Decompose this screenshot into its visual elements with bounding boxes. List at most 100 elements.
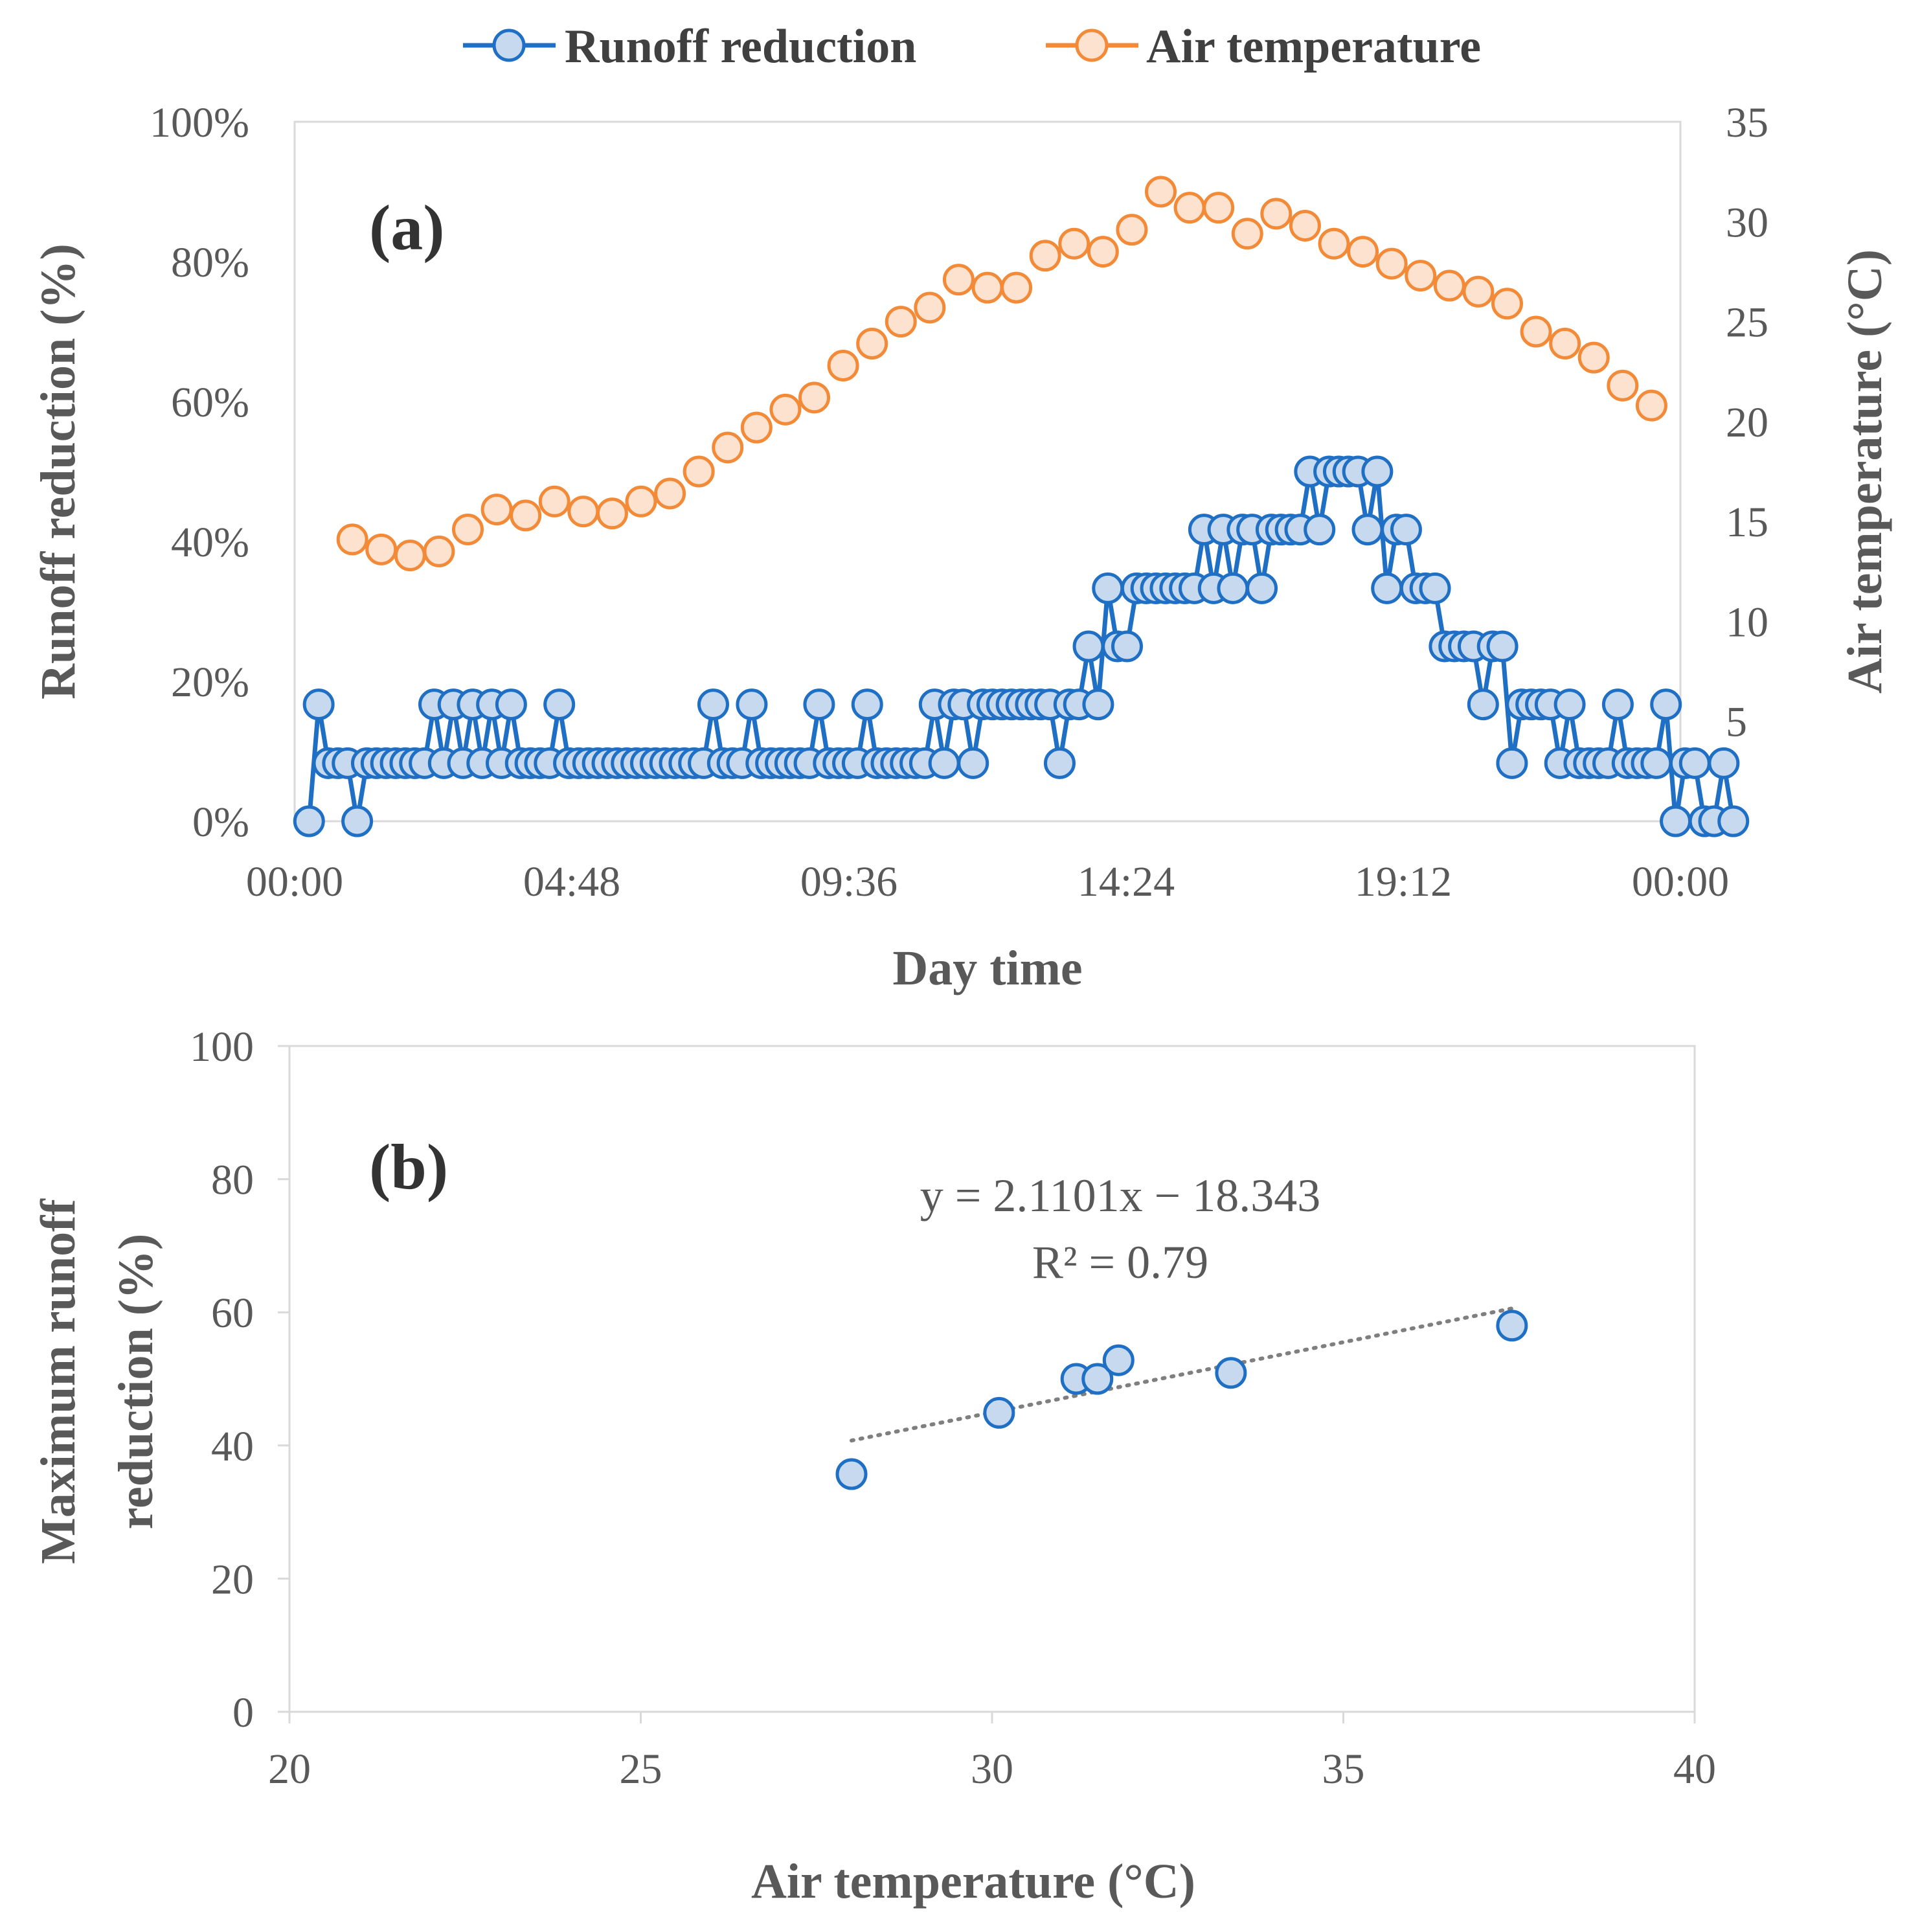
panel-b-label: (b) — [369, 1131, 448, 1203]
panel-a-y-tick-label: 40% — [171, 519, 249, 566]
runoff-point — [1217, 572, 1249, 604]
air-temperature-point — [625, 485, 657, 517]
runoff-point — [1304, 514, 1336, 546]
runoff-point — [1553, 688, 1586, 721]
panel-b-y-tick-label: 80 — [211, 1157, 254, 1204]
air-temperature-point — [336, 523, 368, 556]
panel-b-x-title: Air temperature (°C) — [751, 1854, 1195, 1909]
air-temperature-point — [827, 349, 859, 381]
panel-a-y2-tick-label: 15 — [1726, 499, 1768, 546]
air-temperature-point — [480, 494, 513, 526]
air-temperature-point — [596, 497, 628, 530]
air-temperature-point — [1635, 389, 1667, 422]
air-temperature-point — [1260, 198, 1293, 230]
air-temperature-point — [856, 328, 888, 360]
air-temperature-point — [423, 535, 455, 567]
panel-a-y-tick-label: 60% — [171, 379, 249, 426]
runoff-point — [851, 688, 883, 721]
runoff-point — [1601, 688, 1634, 721]
trendline-r-squared: R² = 0.79 — [1032, 1236, 1208, 1288]
trendline-equation: y = 2.1101x − 18.343 — [920, 1170, 1321, 1222]
legend-runoff-marker — [492, 28, 526, 62]
panel-a-y-tick-label: 20% — [171, 659, 249, 706]
legend-runoff-label: Runoff reduction — [565, 20, 916, 73]
panel-a-x-tick-label: 19:12 — [1355, 858, 1452, 905]
panel-a-x-tick-label: 00:00 — [246, 858, 343, 905]
air-temperature-point — [452, 513, 484, 545]
scatter-point — [1102, 1344, 1135, 1376]
panel-b-y-tick-label: 0 — [232, 1689, 254, 1736]
runoff-point — [928, 747, 960, 779]
air-temperature-point — [654, 477, 686, 510]
runoff-point — [803, 688, 835, 721]
panel-b-y-tick-label: 40 — [211, 1423, 254, 1470]
runoff-point — [736, 688, 768, 721]
air-temperature-point — [1116, 214, 1148, 246]
panel-b-y-title-line1: Maximum runoff — [31, 1198, 85, 1564]
runoff-point — [1111, 630, 1143, 663]
air-temperature-point — [394, 540, 426, 572]
panel-b: 20 25 30 35 40 0 20 40 60 80 100 (b) y = 2.1101x −… — [31, 1023, 1716, 1909]
legend: Runoff reduction Air temperature — [463, 20, 1481, 73]
scatter-point — [835, 1458, 868, 1490]
runoff-point — [1072, 630, 1105, 663]
air-temperature-point — [1058, 227, 1090, 260]
air-temperature-point — [1289, 209, 1321, 242]
air-temperature-point — [885, 306, 917, 338]
runoff-point — [1650, 688, 1682, 721]
panel-a-y2-tick-label: 5 — [1726, 699, 1747, 746]
runoff-point — [1246, 572, 1278, 604]
runoff-point — [302, 688, 335, 721]
panel-a-y-tick-label: 100% — [150, 99, 249, 146]
air-temperature-point — [1029, 240, 1061, 272]
runoff-point — [1660, 805, 1692, 837]
air-temperature-point — [798, 381, 830, 414]
panel-a-y-title: Runoff reduction (%) — [31, 244, 85, 699]
runoff-point — [1678, 747, 1711, 779]
air-temperature-point — [712, 431, 744, 464]
panel-b-y-title-line2: reduction (%) — [109, 1234, 163, 1530]
scatter-point — [1215, 1357, 1247, 1389]
air-temperature-point — [1607, 369, 1639, 402]
air-temperature-point — [365, 533, 398, 565]
air-temperature-point — [567, 495, 600, 528]
runoff-point — [1361, 455, 1394, 488]
panel-b-x-tick-label: 40 — [1673, 1745, 1716, 1793]
air-temperature-point — [538, 485, 570, 517]
air-temperature-point — [1375, 247, 1408, 280]
panel-a-y2-tick-label: 10 — [1726, 598, 1768, 646]
air-temperature-point — [1491, 288, 1523, 320]
runoff-point — [1467, 688, 1499, 721]
panel-a-x-tick-label: 00:00 — [1632, 858, 1729, 905]
panel-a-y-tick-label: 0% — [192, 799, 249, 846]
air-temperature-point — [971, 271, 1004, 304]
runoff-point — [543, 688, 576, 721]
panel-b-ticks: 20 25 30 35 40 0 20 40 60 80 100 — [190, 1023, 1716, 1793]
panel-b-y-tick-label: 100 — [190, 1023, 254, 1071]
panel-b-x-tick-label: 25 — [620, 1745, 662, 1793]
scatter-point — [1496, 1310, 1528, 1342]
legend-temp-label: Air temperature — [1146, 20, 1481, 73]
air-temperature-point — [1087, 236, 1119, 268]
panel-a-ticks: 00:00 04:48 09:36 14:24 19:12 00:00 0% 20% 40% 60… — [150, 99, 1768, 905]
runoff-point — [1351, 514, 1384, 546]
air-temperature-point — [1405, 260, 1437, 292]
panel-b-y-tick-label: 20 — [211, 1556, 254, 1603]
panel-a-y2-tick-label: 25 — [1726, 299, 1768, 347]
panel-a-y2-title: Air temperature (°C) — [1838, 249, 1892, 694]
runoff-point — [1717, 805, 1750, 837]
air-temperature-point — [1347, 236, 1379, 268]
panel-a-x-tick-label: 09:36 — [800, 858, 898, 905]
runoff-point — [1092, 572, 1124, 604]
runoff-point — [1419, 572, 1451, 604]
runoff-point — [495, 688, 527, 721]
trendline-path — [850, 1306, 1514, 1443]
panel-a-y-tick-label: 80% — [171, 239, 249, 286]
panel-a-y2-tick-label: 20 — [1726, 399, 1768, 446]
legend-temp-marker — [1075, 28, 1109, 62]
air-temperature-series — [336, 176, 1667, 572]
runoff-point — [1640, 747, 1673, 779]
runoff-point — [1708, 747, 1740, 779]
air-temperature-point — [1318, 227, 1350, 260]
